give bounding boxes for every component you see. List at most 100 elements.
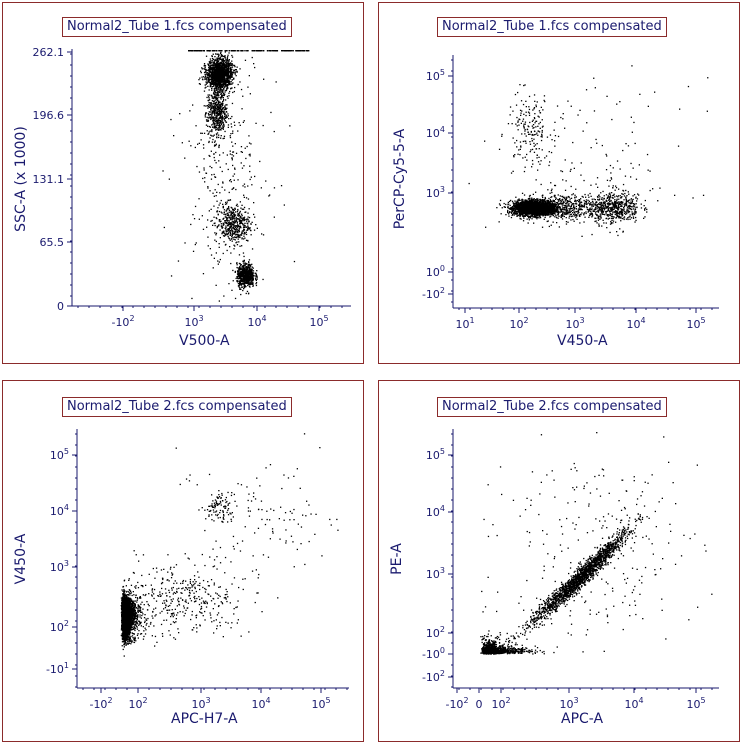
event-dot — [248, 261, 250, 264]
event-dot — [228, 60, 230, 62]
event-dot — [210, 220, 212, 222]
event-dot — [222, 126, 225, 129]
event-dot — [247, 228, 249, 230]
event-dot — [246, 276, 248, 279]
event-dot — [499, 204, 501, 206]
event-dot — [234, 270, 236, 273]
event-dot — [211, 129, 213, 131]
event-dot — [243, 288, 245, 290]
event-dot — [211, 86, 213, 88]
event-dot — [227, 113, 229, 115]
event-dot — [223, 117, 225, 119]
event-dot — [250, 143, 252, 145]
event-dot — [249, 269, 251, 271]
event-dot — [217, 71, 220, 74]
event-dot — [216, 94, 218, 96]
event-dot — [239, 225, 241, 227]
event-dot — [224, 85, 226, 87]
event-dot — [213, 62, 215, 64]
event-dot — [221, 127, 223, 129]
event-dot — [219, 126, 221, 128]
event-dot — [211, 81, 213, 83]
event-dot — [207, 63, 209, 65]
event-dot — [230, 62, 232, 64]
event-dot — [553, 209, 556, 211]
event-dot — [238, 277, 240, 280]
event-dot — [245, 239, 248, 241]
event-dot — [190, 145, 192, 147]
event-dot — [231, 87, 233, 89]
event-dot — [221, 76, 223, 78]
event-dot — [233, 217, 235, 219]
event-dot — [219, 112, 222, 114]
event-dot — [239, 268, 241, 271]
event-dot — [223, 235, 226, 237]
event-dot — [239, 267, 241, 269]
event-dot — [243, 217, 245, 219]
event-dot — [216, 100, 218, 102]
event-dot — [223, 66, 225, 68]
event-dot — [231, 63, 233, 65]
event-dot — [244, 273, 246, 276]
event-dot — [237, 271, 239, 273]
event-dot — [238, 236, 240, 238]
event-dot — [231, 234, 233, 237]
event-dot — [216, 137, 218, 139]
event-dot — [219, 81, 221, 84]
event-dot — [217, 119, 219, 121]
event-dot — [261, 233, 263, 235]
event-dot — [238, 275, 240, 277]
event-dot — [239, 236, 241, 239]
event-dot — [523, 205, 525, 207]
event-dot — [215, 121, 217, 123]
event-dot — [252, 285, 254, 287]
event-dot — [225, 81, 227, 84]
event-dot — [218, 146, 220, 149]
event-dot — [292, 50, 294, 52]
event-dot — [223, 65, 226, 67]
event-dot — [233, 244, 235, 246]
event-dot — [214, 96, 216, 98]
event-dot — [507, 206, 509, 209]
event-dot — [221, 94, 223, 97]
event-dot — [255, 274, 258, 276]
event-dot — [219, 111, 221, 113]
event-dot — [248, 285, 251, 287]
event-dot — [220, 93, 222, 95]
event-dot — [214, 79, 217, 81]
event-dot — [552, 212, 554, 214]
event-dot — [224, 220, 227, 222]
event-dot — [231, 115, 233, 118]
event-dot — [213, 123, 215, 125]
event-dot — [241, 219, 244, 221]
event-dot — [220, 120, 222, 122]
event-dot — [235, 220, 237, 222]
event-dot — [226, 233, 228, 235]
event-dot — [210, 61, 212, 64]
event-dot — [236, 241, 238, 243]
event-dot — [208, 61, 210, 63]
event-dot — [224, 79, 227, 81]
event-dot — [529, 194, 531, 197]
event-dot — [269, 50, 272, 52]
event-dot — [210, 108, 212, 110]
event-dot — [536, 218, 538, 220]
event-dot — [210, 75, 212, 78]
event-dot — [198, 142, 200, 144]
event-dot — [245, 271, 247, 273]
event-dot — [223, 112, 226, 114]
event-dot — [202, 273, 205, 275]
event-dot — [267, 50, 269, 52]
event-dot — [210, 254, 213, 256]
event-dot — [221, 115, 223, 117]
data-points-2 — [468, 65, 709, 237]
event-dot — [263, 50, 265, 52]
event-dot — [201, 76, 203, 78]
event-dot — [215, 70, 217, 73]
event-dot — [228, 214, 230, 217]
event-dot — [223, 118, 225, 121]
event-dot — [219, 229, 221, 231]
event-dot — [209, 117, 211, 119]
event-dot — [213, 117, 216, 119]
event-dot — [207, 245, 209, 247]
